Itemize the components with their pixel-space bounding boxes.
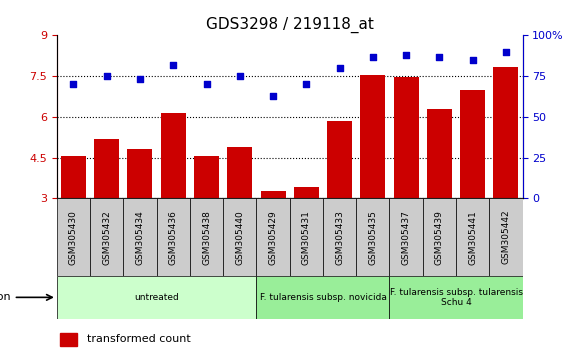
Point bbox=[402, 52, 411, 58]
Bar bbox=[390, 276, 523, 319]
Bar bbox=[60, 333, 77, 346]
Bar bbox=[394, 78, 419, 198]
Point bbox=[102, 73, 111, 79]
Bar bbox=[327, 121, 352, 198]
Text: GSM305431: GSM305431 bbox=[302, 210, 311, 265]
Bar bbox=[489, 198, 523, 276]
Point bbox=[302, 81, 311, 87]
Text: F. tularensis subsp. novicida: F. tularensis subsp. novicida bbox=[260, 293, 386, 302]
Bar bbox=[261, 192, 286, 198]
Point bbox=[69, 81, 78, 87]
Bar bbox=[223, 198, 256, 276]
Bar bbox=[190, 198, 223, 276]
Text: GSM305440: GSM305440 bbox=[235, 210, 244, 264]
Bar bbox=[57, 198, 90, 276]
Bar bbox=[194, 156, 219, 198]
Bar bbox=[460, 90, 485, 198]
Bar bbox=[157, 198, 190, 276]
Bar bbox=[290, 198, 323, 276]
Text: GSM305437: GSM305437 bbox=[402, 210, 411, 265]
Bar bbox=[256, 276, 390, 319]
Point bbox=[169, 62, 178, 68]
Text: GSM305441: GSM305441 bbox=[468, 210, 477, 264]
Point bbox=[468, 57, 477, 63]
Text: GSM305434: GSM305434 bbox=[136, 210, 144, 264]
Bar bbox=[427, 109, 452, 198]
Point bbox=[235, 73, 244, 79]
Bar bbox=[323, 198, 356, 276]
Point bbox=[335, 65, 344, 71]
Point bbox=[368, 54, 377, 59]
Text: GSM305429: GSM305429 bbox=[269, 210, 278, 264]
Bar bbox=[294, 187, 319, 198]
Bar bbox=[360, 75, 385, 198]
Bar bbox=[494, 67, 519, 198]
Bar bbox=[90, 198, 123, 276]
Point bbox=[202, 81, 211, 87]
Bar bbox=[161, 113, 186, 198]
Text: GSM305432: GSM305432 bbox=[102, 210, 111, 264]
Text: untreated: untreated bbox=[134, 293, 179, 302]
Text: transformed count: transformed count bbox=[87, 334, 191, 344]
Text: GSM305430: GSM305430 bbox=[69, 210, 78, 265]
Point bbox=[502, 49, 511, 55]
Bar bbox=[61, 156, 86, 198]
Text: GSM305435: GSM305435 bbox=[369, 210, 377, 265]
Text: GSM305439: GSM305439 bbox=[435, 210, 444, 265]
Text: infection: infection bbox=[0, 292, 10, 302]
Bar bbox=[127, 149, 152, 198]
Point bbox=[135, 76, 144, 82]
Bar bbox=[57, 276, 256, 319]
Text: GSM305436: GSM305436 bbox=[169, 210, 178, 265]
Bar bbox=[94, 138, 119, 198]
Bar bbox=[390, 198, 423, 276]
Bar bbox=[356, 198, 390, 276]
Bar bbox=[456, 198, 489, 276]
Bar bbox=[227, 147, 252, 198]
Text: GSM305438: GSM305438 bbox=[202, 210, 211, 265]
Text: GSM305433: GSM305433 bbox=[335, 210, 344, 265]
Bar bbox=[123, 198, 157, 276]
Bar bbox=[423, 198, 456, 276]
Point bbox=[435, 54, 444, 59]
Bar bbox=[256, 198, 290, 276]
Text: GSM305442: GSM305442 bbox=[502, 210, 511, 264]
Title: GDS3298 / 219118_at: GDS3298 / 219118_at bbox=[206, 16, 374, 33]
Point bbox=[269, 93, 278, 98]
Text: F. tularensis subsp. tularensis
Schu 4: F. tularensis subsp. tularensis Schu 4 bbox=[390, 288, 523, 307]
